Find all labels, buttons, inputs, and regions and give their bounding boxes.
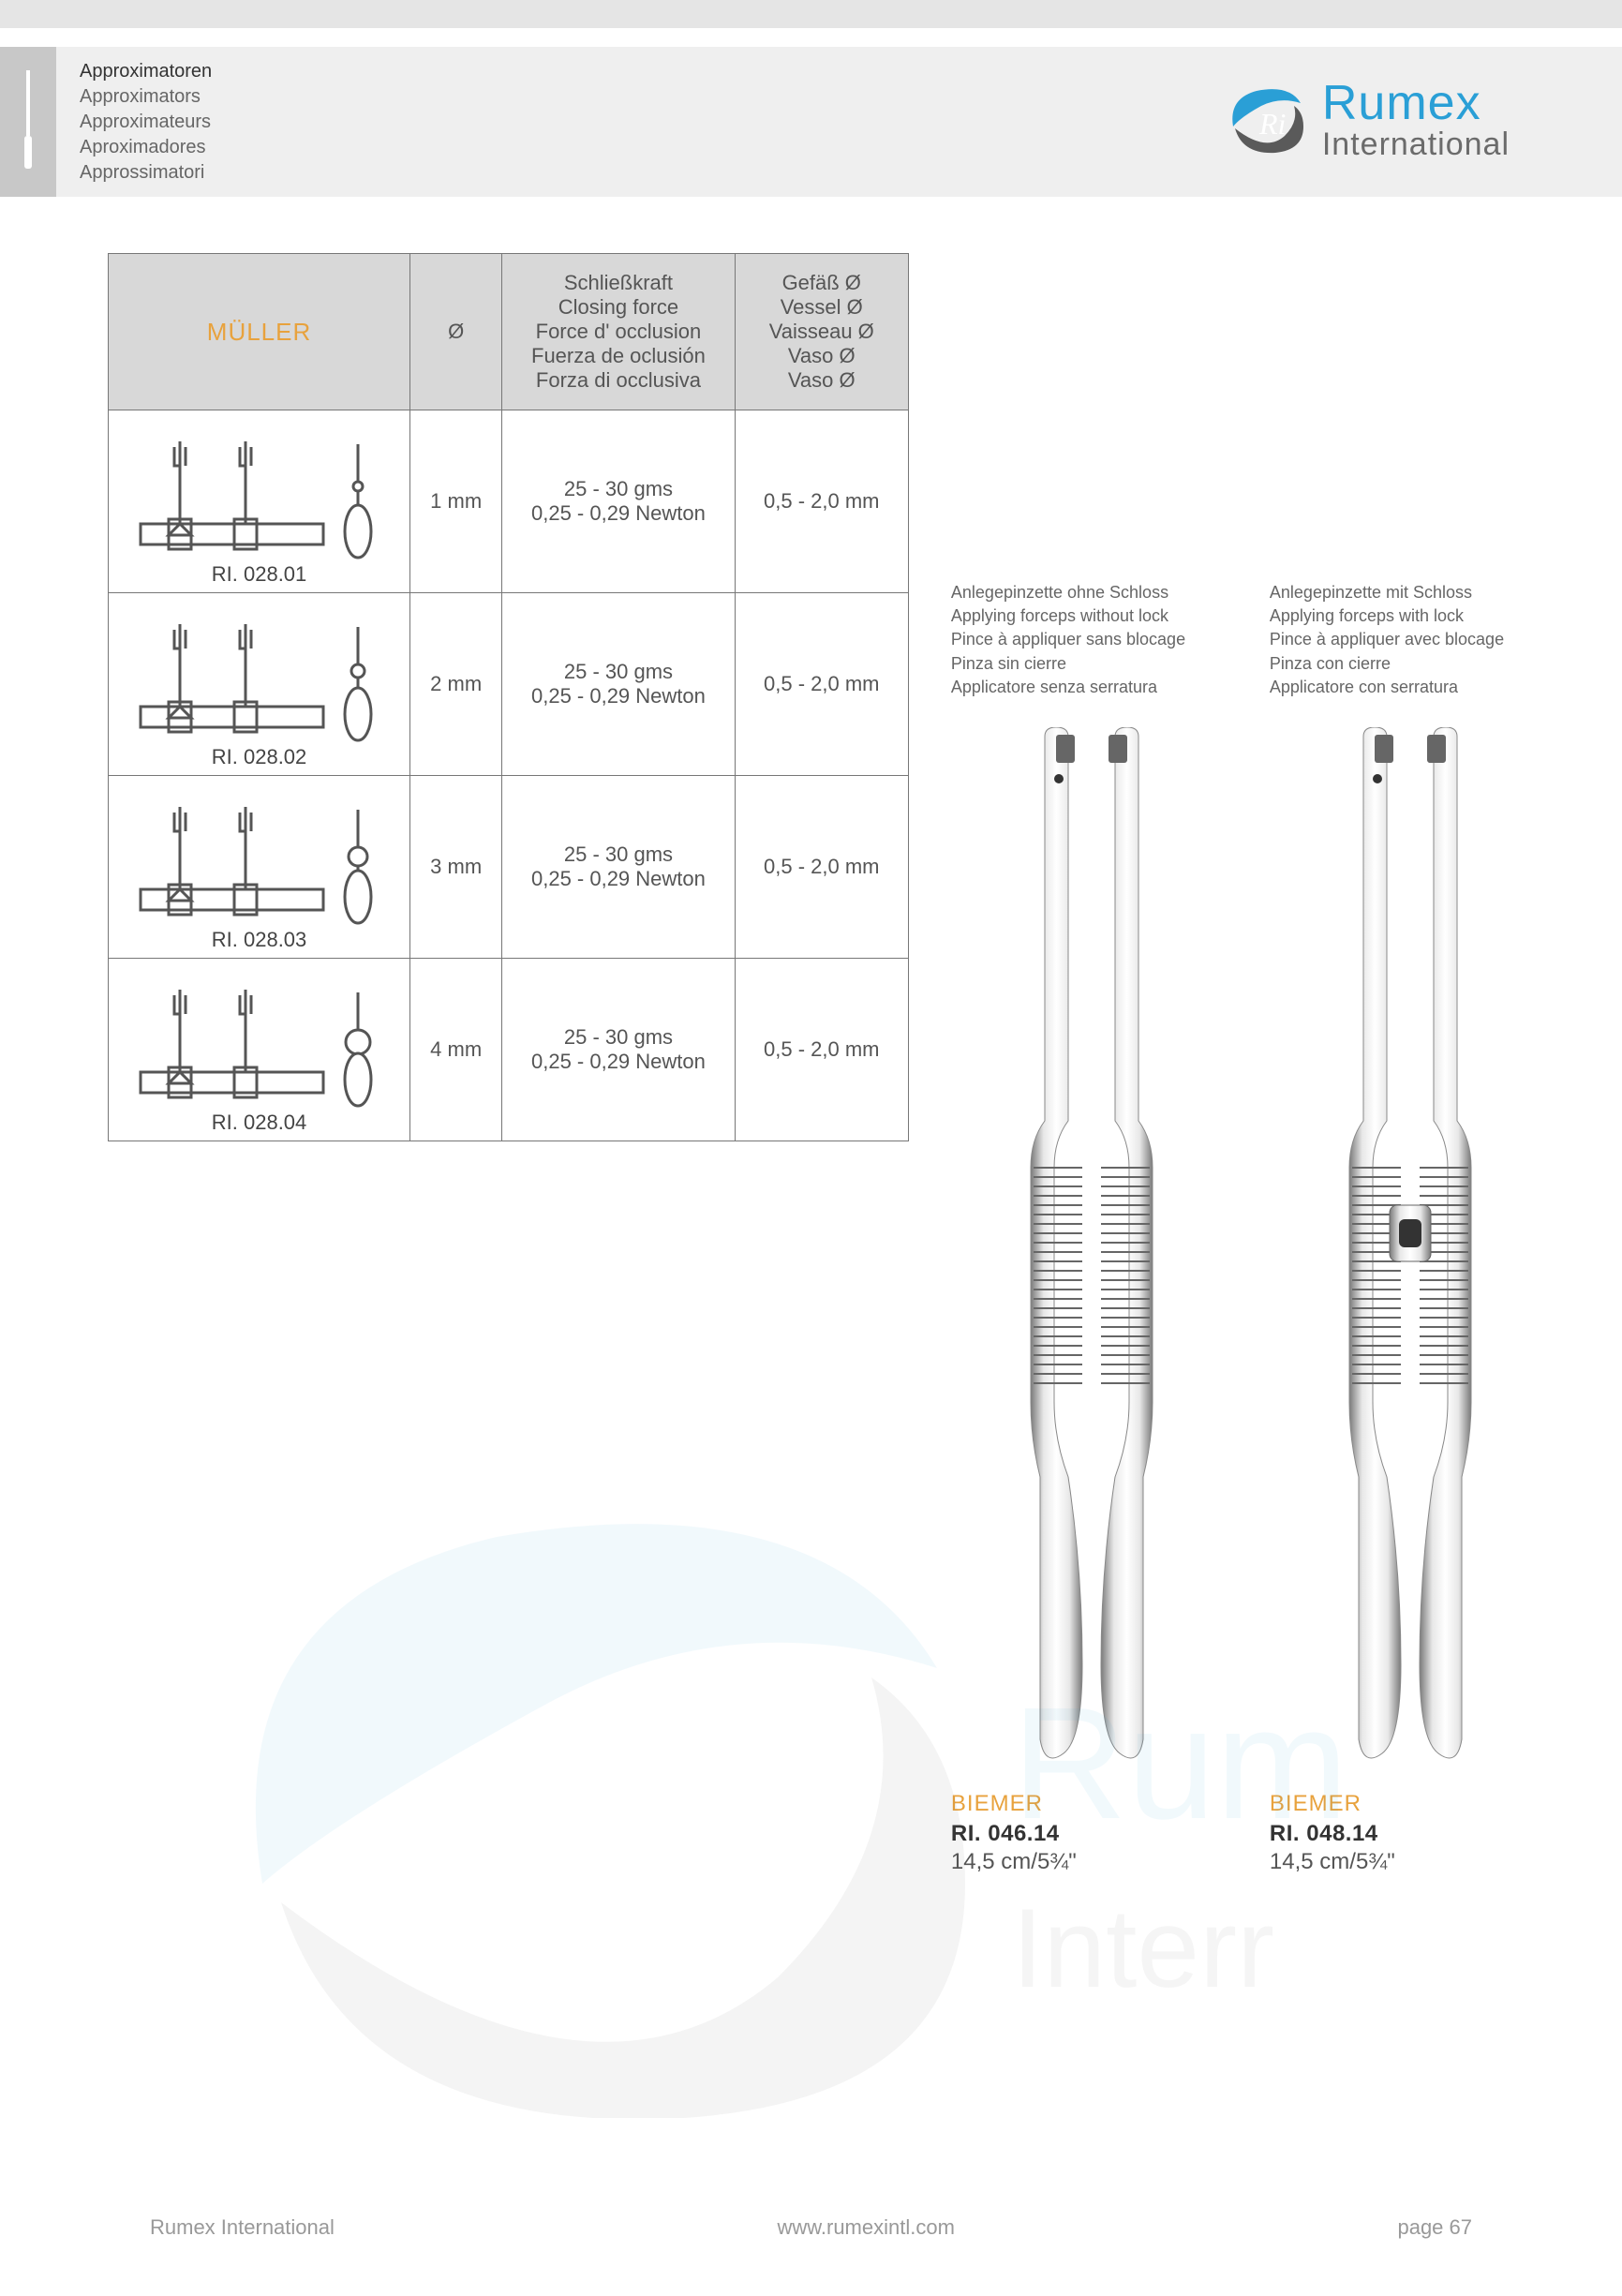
brand-name: Rumex <box>1322 75 1510 131</box>
cell-diagram: RI. 028.04 <box>109 959 410 1141</box>
part-number: RI. 028.04 <box>109 1111 409 1135</box>
forceps-name: BIEMER <box>951 1791 1232 1817</box>
cell-diameter: 3 mm <box>410 776 502 959</box>
page: Approximatoren Approximators Approximate… <box>0 0 1622 2296</box>
forceps-row: BIEMER RI. 046.14 14,5 cm/5¾" <box>951 727 1566 1875</box>
cell-vessel: 0,5 - 2,0 mm <box>735 410 908 593</box>
content: MÜLLER Ø Schließkraft Closing force Forc… <box>0 197 1622 1875</box>
cell-vessel: 0,5 - 2,0 mm <box>735 959 908 1141</box>
table-row: RI. 028.02 2 mm 25 - 30 gms 0,25 - 0,29 … <box>109 593 909 776</box>
footer-right: page 67 <box>1397 2215 1472 2240</box>
forceps-caption: BIEMER RI. 048.14 14,5 cm/5¾" <box>1270 1791 1551 1875</box>
cell-diagram: RI. 028.01 <box>109 410 410 593</box>
brand-sub: International <box>1322 127 1510 163</box>
table-row: RI. 028.01 1 mm 25 - 30 gms 0,25 - 0,29 … <box>109 410 909 593</box>
cell-force: 25 - 30 gms 0,25 - 0,29 Newton <box>502 593 735 776</box>
label-block-right: Anlegepinzette mit Schloss Applying forc… <box>1270 581 1551 699</box>
forceps-code: RI. 046.14 <box>951 1821 1232 1847</box>
forceps-item: BIEMER RI. 046.14 14,5 cm/5¾" <box>951 727 1232 1875</box>
forceps-size: 14,5 cm/5¾" <box>951 1849 1232 1875</box>
cell-force: 25 - 30 gms 0,25 - 0,29 Newton <box>502 776 735 959</box>
forceps-item: BIEMER RI. 048.14 14,5 cm/5¾" <box>1270 727 1551 1875</box>
label-block-left: Anlegepinzette ohne Schloss Applying for… <box>951 581 1232 699</box>
col-name: MÜLLER <box>109 254 410 410</box>
cell-diagram: RI. 028.03 <box>109 776 410 959</box>
approximator-icon <box>124 978 395 1119</box>
forceps-caption: BIEMER RI. 046.14 14,5 cm/5¾" <box>951 1791 1232 1875</box>
logo-mark-icon: Ri <box>1224 80 1308 159</box>
part-number: RI. 028.02 <box>109 745 409 769</box>
cell-vessel: 0,5 - 2,0 mm <box>735 776 908 959</box>
right-column: Anlegepinzette ohne Schloss Applying for… <box>951 253 1566 1875</box>
breadcrumb-line: Approximateurs <box>80 110 212 135</box>
table-row: RI. 028.04 4 mm 25 - 30 gms 0,25 - 0,29 … <box>109 959 909 1141</box>
cell-vessel: 0,5 - 2,0 mm <box>735 593 908 776</box>
top-strip <box>0 0 1622 28</box>
cell-diameter: 4 mm <box>410 959 502 1141</box>
forceps-name: BIEMER <box>1270 1791 1551 1817</box>
forceps-size: 14,5 cm/5¾" <box>1270 1849 1551 1875</box>
approximator-icon <box>124 430 395 571</box>
svg-text:Interr: Interr <box>1012 1886 1274 2011</box>
approximator-icon <box>124 613 395 753</box>
brand-logo: Ri Rumex International <box>1224 75 1510 163</box>
spec-table: MÜLLER Ø Schließkraft Closing force Forc… <box>108 253 909 1141</box>
table-row: RI. 028.03 3 mm 25 - 30 gms 0,25 - 0,29 … <box>109 776 909 959</box>
breadcrumb-line: Approximators <box>80 84 212 110</box>
side-tab <box>0 47 56 197</box>
cell-diagram: RI. 028.02 <box>109 593 410 776</box>
tab-instrument-icon <box>20 66 37 178</box>
col-diameter: Ø <box>410 254 502 410</box>
footer-left: Rumex International <box>150 2215 335 2240</box>
svg-text:Ri: Ri <box>1258 107 1286 141</box>
cell-diameter: 2 mm <box>410 593 502 776</box>
cell-force: 25 - 30 gms 0,25 - 0,29 Newton <box>502 410 735 593</box>
part-number: RI. 028.03 <box>109 928 409 952</box>
forceps-icon <box>1270 727 1551 1772</box>
forceps-code: RI. 048.14 <box>1270 1821 1551 1847</box>
logo-text: Rumex International <box>1322 75 1510 163</box>
forceps-icon <box>951 727 1232 1772</box>
breadcrumb-line: Approximatoren <box>80 59 212 84</box>
footer: Rumex International www.rumexintl.com pa… <box>0 2215 1622 2240</box>
footer-center: www.rumexintl.com <box>777 2215 954 2240</box>
col-vessel: Gefäß Ø Vessel Ø Vaisseau Ø Vaso Ø Vaso … <box>735 254 908 410</box>
table-header-row: MÜLLER Ø Schließkraft Closing force Forc… <box>109 254 909 410</box>
breadcrumb: Approximatoren Approximators Approximate… <box>80 59 212 186</box>
cell-force: 25 - 30 gms 0,25 - 0,29 Newton <box>502 959 735 1141</box>
header-band: Approximatoren Approximators Approximate… <box>0 47 1622 197</box>
breadcrumb-line: Aproximadores <box>80 135 212 160</box>
breadcrumb-line: Approssimatori <box>80 160 212 186</box>
part-number: RI. 028.01 <box>109 562 409 587</box>
cell-diameter: 1 mm <box>410 410 502 593</box>
forceps-labels: Anlegepinzette ohne Schloss Applying for… <box>951 581 1566 699</box>
col-force: Schließkraft Closing force Force d' occl… <box>502 254 735 410</box>
approximator-icon <box>124 796 395 936</box>
left-column: MÜLLER Ø Schließkraft Closing force Forc… <box>108 253 909 1875</box>
